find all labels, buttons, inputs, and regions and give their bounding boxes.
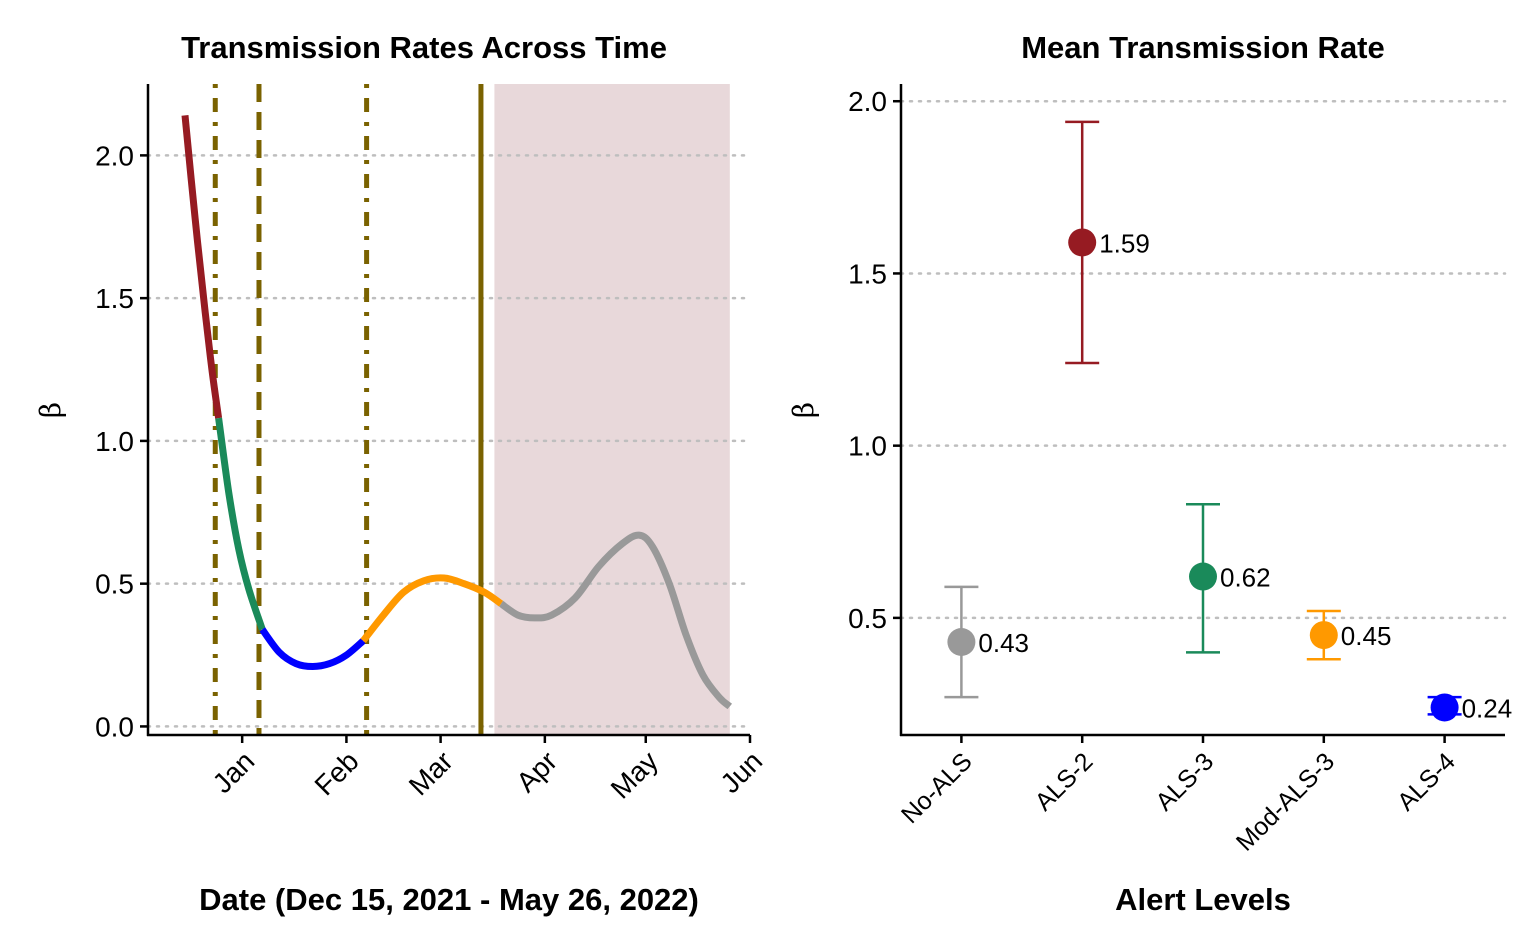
mean-value-label: 0.62	[1220, 563, 1271, 593]
right-chart-title: Mean Transmission Rate	[1021, 30, 1385, 65]
mean-value-label: 1.59	[1099, 228, 1150, 258]
right-y-tick-label: 1.0	[848, 431, 887, 462]
right-x-tick-label: ALS-3	[1150, 747, 1219, 816]
right-x-axis-title: Alert Levels	[1115, 882, 1291, 917]
right-x-tick-label: No-ALS	[896, 747, 978, 829]
series-line-5	[499, 531, 733, 710]
left-y-axis-label: β	[34, 402, 67, 418]
shaded-period	[494, 84, 730, 735]
left-x-tick-label: Mar	[403, 745, 459, 801]
mean-point	[1068, 228, 1097, 257]
series-line-3	[259, 627, 366, 670]
left-chart-title: Transmission Rates Across Time	[181, 30, 667, 65]
right-y-ticks: 0.5 1.0 1.5 2.0	[848, 86, 901, 634]
left-x-tick-label: Jun	[714, 745, 768, 799]
left-x-tick-label: May	[605, 745, 664, 804]
mean-value-label: 0.45	[1341, 621, 1392, 651]
left-y-tick-label: 0.0	[95, 711, 134, 742]
left-x-tick-label: Jan	[207, 745, 261, 799]
event-lines-group	[212, 84, 484, 735]
mean-value-label: 0.24	[1462, 693, 1513, 723]
right-x-ticks: No-ALS ALS-2 ALS-3 Mod-ALS-3 ALS-4	[896, 735, 1461, 857]
error-bar-point-als-2: 1.59	[1065, 120, 1150, 365]
left-y-ticks: 0.0 0.5 1.0 1.5 2.0	[95, 140, 148, 742]
right-x-tick-label: ALS-4	[1392, 747, 1461, 816]
right-y-tick-label: 1.5	[848, 258, 887, 289]
left-x-ticks: Jan Feb Mar Apr May Jun	[207, 735, 768, 805]
mean-point	[947, 628, 976, 656]
time-series-chart: Transmission Rates Across Time 0.0 0.5 1.0…	[34, 30, 768, 917]
mean-value-label: 0.43	[978, 628, 1029, 658]
right-y-axis-label: β	[787, 402, 820, 418]
series-line-2	[215, 417, 266, 631]
left-y-tick-label: 1.0	[95, 426, 134, 457]
shaded-period-group	[494, 84, 730, 735]
mean-rate-chart: Mean Transmission Rate 0.431.590.620.450…	[787, 30, 1512, 917]
left-y-tick-label: 2.0	[95, 140, 134, 171]
series-line-4	[360, 574, 504, 643]
left-x-axis-title: Date (Dec 15, 2021 - May 26, 2022)	[199, 882, 699, 917]
left-axes	[146, 84, 750, 737]
right-gridlines	[899, 99, 1507, 620]
mean-point	[1430, 693, 1459, 722]
right-y-tick-label: 0.5	[848, 603, 887, 634]
left-y-tick-label: 1.5	[95, 283, 134, 314]
left-x-tick-label: Feb	[309, 745, 365, 801]
right-x-tick-label: Mod-ALS-3	[1231, 747, 1340, 856]
error-bar-point-mod-als-3: 0.45	[1306, 609, 1392, 661]
series-lines-group	[181, 115, 733, 710]
error-bar-point-als-4: 0.24	[1427, 693, 1513, 723]
error-bar-point-no-als: 0.43	[944, 585, 1029, 699]
left-y-tick-label: 0.5	[95, 569, 134, 600]
error-bar-point-als-3: 0.62	[1186, 502, 1271, 654]
right-y-tick-label: 2.0	[848, 86, 887, 117]
right-x-tick-label: ALS-2	[1030, 747, 1099, 816]
series-line-1	[181, 115, 223, 419]
mean-point	[1189, 562, 1217, 591]
mean-point	[1309, 621, 1338, 650]
left-x-tick-label: Apr	[510, 745, 563, 798]
error-bar-points-group: 0.43 1.59 0.62 0.45 0.24	[944, 120, 1513, 723]
